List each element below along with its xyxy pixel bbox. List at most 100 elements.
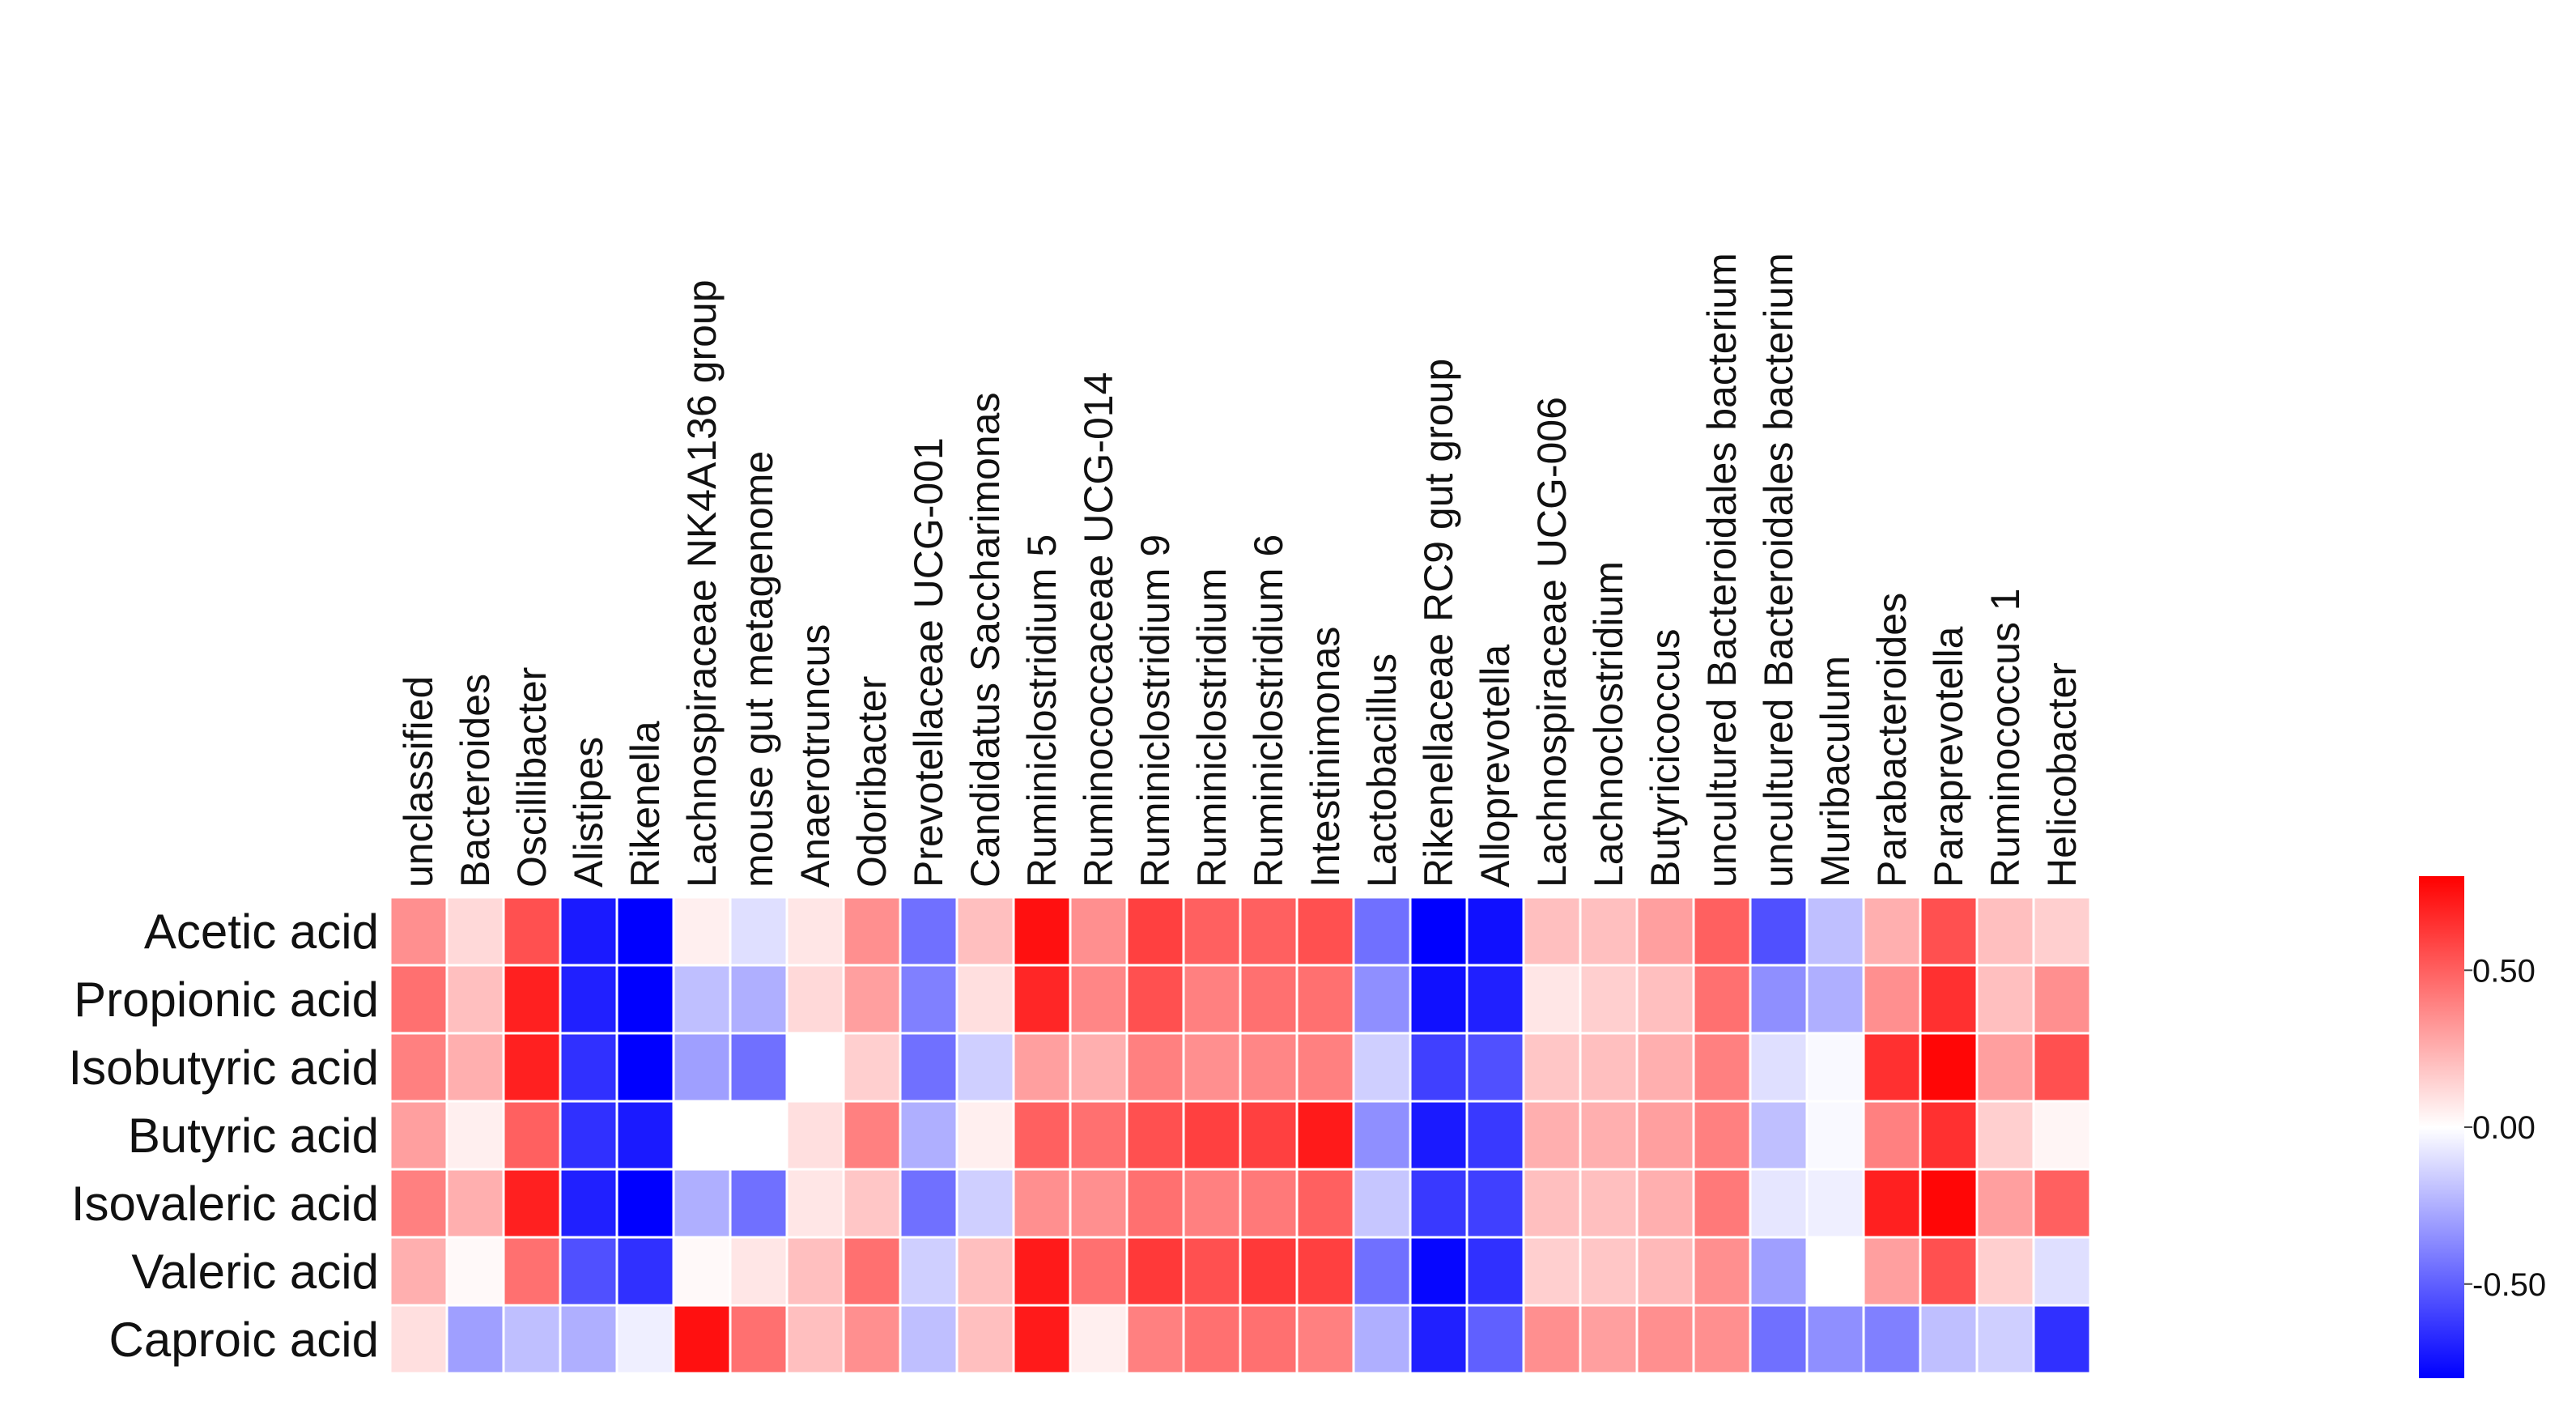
heatmap-cell [785, 1236, 845, 1307]
heatmap-cell [1295, 1168, 1355, 1239]
heatmap-cell [1012, 1304, 1072, 1375]
heatmap-cell [1239, 1168, 1299, 1239]
heatmap-cell [445, 1032, 505, 1103]
heatmap-cell [1522, 964, 1582, 1035]
column-label: Ruminiclostridium 9 [1133, 534, 1178, 887]
heatmap-cell [1975, 1236, 2035, 1307]
heatmap-cell [502, 896, 562, 967]
column-label: Rikenellaceae RC9 gut group [1416, 359, 1461, 887]
heatmap-cell [1182, 1304, 1242, 1375]
heatmap-cell [1125, 964, 1185, 1035]
column-label: Ruminiclostridium 6 [1246, 534, 1291, 887]
heatmap-cell [1182, 1236, 1242, 1307]
heatmap-cell [389, 1100, 448, 1171]
column-label: Prevotellaceae UCG-001 [906, 437, 951, 887]
heatmap-cell [559, 1100, 618, 1171]
heatmap-cell [955, 1168, 1015, 1239]
heatmap-cell [389, 1236, 448, 1307]
heatmap-cell [1862, 1100, 1922, 1171]
heatmap-cell [1352, 1168, 1412, 1239]
column-label: Ruminococcaceae UCG-014 [1076, 372, 1121, 887]
heatmap-cell [1352, 1100, 1412, 1171]
colorbar: 0.50 0.00 -0.50 [2419, 876, 2546, 1378]
row-label: Caproic acid [109, 1313, 380, 1367]
heatmap-cell [1182, 1100, 1242, 1171]
heatmap-cell [559, 896, 618, 967]
heatmap-cell [389, 1168, 448, 1239]
heatmap-cell [672, 1304, 732, 1375]
heatmap-cell [1919, 1236, 1979, 1307]
heatmap-cell [1975, 1168, 2035, 1239]
heatmap-cell [1579, 1100, 1639, 1171]
heatmap-cell [1975, 1100, 2035, 1171]
heatmap-cell [1295, 1032, 1355, 1103]
heatmap-cell [1579, 1304, 1639, 1375]
heatmap-cell [1012, 1236, 1072, 1307]
heatmap-cell [1465, 1168, 1525, 1239]
heatmap-cell [389, 964, 448, 1035]
heatmap-cell [785, 1032, 845, 1103]
column-label: Candidatus Saccharimonas [963, 393, 1008, 887]
heatmap-cell [899, 1304, 959, 1375]
column-label: Butyricicoccus [1643, 628, 1688, 887]
heatmap-cell [1635, 1032, 1695, 1103]
heatmap-cell [1125, 1304, 1185, 1375]
heatmap-cell [1579, 1168, 1639, 1239]
heatmap-cell [842, 1304, 902, 1375]
row-label: Butyric acid [128, 1109, 379, 1163]
row-label: Propionic acid [74, 973, 379, 1027]
heatmap-cell [1352, 964, 1412, 1035]
heatmap-cell [729, 1304, 789, 1375]
heatmap-cell [615, 1304, 675, 1375]
heatmap-cell [559, 964, 618, 1035]
column-label: Paraprevotella [1926, 626, 1971, 887]
column-label: Helicobacter [2039, 662, 2085, 887]
heatmap-cell [1069, 896, 1129, 967]
heatmap-cell [2032, 1100, 2092, 1171]
colorbar-tick-label: 0.50 [2472, 953, 2536, 989]
heatmap-cell [1182, 964, 1242, 1035]
heatmap-cell [1522, 1032, 1582, 1103]
heatmap-cell [1805, 896, 1865, 967]
heatmap-cell [1182, 896, 1242, 967]
heatmap-cell [955, 1032, 1015, 1103]
heatmap-cell [1635, 1168, 1695, 1239]
heatmap-cell [1069, 1236, 1129, 1307]
row-label: Acetic acid [144, 904, 379, 959]
heatmap-cell [1919, 964, 1979, 1035]
heatmap-cell [899, 1168, 959, 1239]
heatmap-cell [955, 1100, 1015, 1171]
heatmap-cell [559, 1168, 618, 1239]
heatmap-cell [842, 896, 902, 967]
heatmap-cell [1862, 1168, 1922, 1239]
column-label: Ruminococcus 1 [1983, 588, 2028, 887]
heatmap-cell [445, 1100, 505, 1171]
heatmap-cell [1975, 1032, 2035, 1103]
heatmap-cell [785, 1304, 845, 1375]
heatmap-cell [1522, 1100, 1582, 1171]
heatmap-cell [1069, 1032, 1129, 1103]
heatmap-cell [785, 896, 845, 967]
heatmap-cell [1012, 1100, 1072, 1171]
heatmap-cell [1919, 896, 1979, 967]
heatmap-cell [1409, 1100, 1469, 1171]
heatmap-cell [842, 1100, 902, 1171]
heatmap-cell [1919, 1100, 1979, 1171]
heatmap-cell [729, 896, 789, 967]
heatmap-cell [672, 1100, 732, 1171]
heatmap-cell [1295, 1100, 1355, 1171]
heatmap-cell [1352, 896, 1412, 967]
heatmap-cell [1579, 1032, 1639, 1103]
heatmap-cell [1409, 1236, 1469, 1307]
heatmap-cell [1182, 1168, 1242, 1239]
heatmap-cell [955, 896, 1015, 967]
heatmap-cell [502, 1236, 562, 1307]
heatmap-cell [1692, 896, 1752, 967]
heatmap-cell [2032, 1236, 2092, 1307]
heatmap-cell [842, 964, 902, 1035]
column-label: Rikenella [623, 721, 668, 887]
heatmap-cell [1125, 1236, 1185, 1307]
heatmap-cell [1125, 1100, 1185, 1171]
heatmap-cell [1465, 1236, 1525, 1307]
